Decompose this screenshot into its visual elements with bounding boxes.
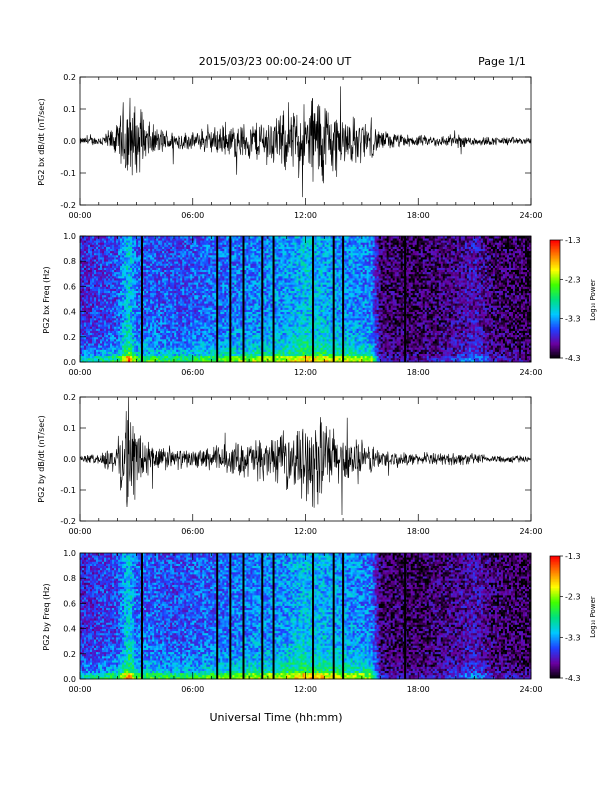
page-label: Page 1/1 <box>478 55 526 68</box>
bx-spectrogram-panel: PG2 bx Freq (Hz) 1.00.80.60.40.20.000:00… <box>42 232 543 377</box>
x-tick-label: 00:00 <box>68 211 91 220</box>
x-tick-label: 12:00 <box>294 211 317 220</box>
y-tick-label: 0.0 <box>63 137 76 146</box>
y-tick-label: -0.2 <box>60 201 76 210</box>
x-tick-label: 18:00 <box>407 211 430 220</box>
y-tick-label: 0.2 <box>63 73 76 82</box>
bx-timeseries-panel: PG2 bx dB/dt (nT/sec) 0.20.10.0-0.1-0.20… <box>37 73 543 220</box>
bx-freq-ylabel: PG2 bx Freq (Hz) <box>42 266 51 333</box>
y-tick-label: -0.1 <box>60 169 76 178</box>
bx-dbdt-ylabel: PG2 bx dB/dt (nT/sec) <box>37 98 46 185</box>
timeseries-line <box>80 86 531 197</box>
figure: 2015/03/23 00:00-24:00 UT Page 1/1 PG2 b… <box>0 0 612 792</box>
y-tick-label: 0.1 <box>63 105 76 114</box>
date-range-title: 2015/03/23 00:00-24:00 UT <box>199 55 352 68</box>
x-tick-label: 06:00 <box>181 211 204 220</box>
x-tick-label: 24:00 <box>519 211 542 220</box>
